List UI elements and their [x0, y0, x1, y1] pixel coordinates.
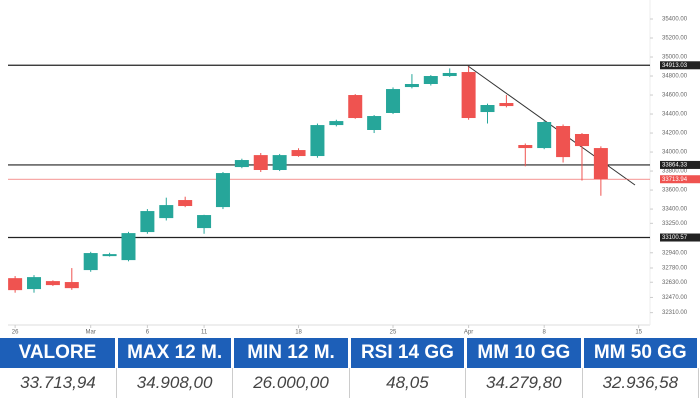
y-tick-label: 32630.00	[662, 280, 688, 286]
header-cell: RSI 14 GG	[349, 338, 468, 368]
candle-body	[386, 89, 401, 113]
candle-body	[556, 126, 571, 158]
candle-body	[197, 215, 212, 229]
y-tick-label: 34200.00	[662, 131, 688, 137]
candle-body	[404, 84, 419, 88]
x-tick-label: Apr	[464, 330, 473, 336]
y-tick-label: 34000.00	[662, 150, 688, 156]
x-tick-label: 11	[201, 330, 208, 336]
candle-body	[121, 233, 136, 261]
candle-body	[348, 95, 363, 119]
candle-body	[253, 155, 268, 171]
candle-body	[215, 173, 230, 208]
candle-body	[442, 72, 457, 77]
candle-body	[64, 282, 79, 289]
value-cell: 48,05	[349, 368, 467, 398]
summary-table: VALORE MAX 12 M. MIN 12 M. RSI 14 GG MM 10 G…	[0, 338, 700, 398]
price-label: 33713.94	[662, 177, 688, 183]
chart: 35400.00 35200.00 35000.00 34800.00 34600.00…	[8, 0, 700, 336]
candle-body	[461, 72, 476, 119]
candle-body	[423, 76, 438, 85]
candle-body	[593, 148, 608, 180]
y-tick-label: 32940.00	[662, 250, 688, 256]
header-cell: MM 10 GG	[465, 338, 584, 368]
y-tick-label: 34400.00	[662, 112, 688, 118]
x-tick-label: 25	[390, 330, 397, 336]
candle-body	[329, 121, 344, 126]
y-tick-label: 34800.00	[662, 74, 688, 80]
candle-body	[291, 150, 306, 157]
value-cell: 33.713,94	[0, 368, 117, 398]
y-tick-label: 33800.00	[662, 169, 688, 175]
candle-body	[367, 116, 382, 130]
candle-body	[83, 253, 98, 271]
price-label: 33864.33	[662, 163, 688, 169]
candle-body	[159, 205, 174, 219]
y-tick-label: 33250.00	[662, 221, 688, 227]
candle-body	[102, 254, 117, 257]
candle-body	[499, 103, 514, 107]
y-tick-label: 32310.00	[662, 310, 688, 316]
price-label: 34913.03	[662, 63, 688, 69]
candle-body	[574, 133, 589, 147]
candle-body	[45, 281, 60, 286]
header-row: VALORE MAX 12 M. MIN 12 M. RSI 14 GG MM 10 G…	[0, 338, 700, 368]
price-label-box	[660, 61, 700, 70]
y-tick-label: 35200.00	[662, 36, 688, 42]
value-cell: 34.279,80	[465, 368, 583, 398]
y-tick-label: 35400.00	[662, 17, 688, 23]
x-tick-label: 26	[12, 330, 19, 336]
y-tick-label: 32470.00	[662, 295, 688, 301]
candle-body	[27, 277, 42, 290]
candle-body	[272, 155, 287, 171]
header-cell: MM 50 GG	[582, 338, 700, 368]
header-cell: VALORE	[0, 338, 118, 368]
value-row: 33.713,94 34.908,00 26.000,00 48,05 34.279,8…	[0, 368, 700, 398]
x-tick-label: 8	[543, 330, 547, 336]
y-tick-label: 34600.00	[662, 93, 688, 99]
y-tick-label: 33400.00	[662, 207, 688, 213]
trend-line	[467, 65, 636, 186]
x-tick-label: Mar	[86, 330, 96, 336]
header-cell: MIN 12 M.	[232, 338, 351, 368]
price-label-box	[660, 175, 700, 184]
price-label-box	[660, 160, 700, 169]
value-cell: 32.936,58	[582, 368, 700, 398]
candle-body	[140, 211, 155, 233]
value-cell: 34.908,00	[116, 368, 234, 398]
header-cell: MAX 12 M.	[116, 338, 235, 368]
x-tick-label: 6	[146, 330, 150, 336]
x-tick-label: 18	[295, 330, 302, 336]
candle-body	[537, 122, 552, 149]
y-tick-label: 33600.00	[662, 188, 688, 194]
price-label-box	[660, 233, 700, 242]
candle-body	[178, 200, 193, 207]
y-tick-label: 32780.00	[662, 266, 688, 272]
candle-body	[480, 105, 495, 113]
candle-body	[310, 125, 325, 157]
candle-body	[234, 160, 249, 168]
y-tick-label: 35000.00	[662, 55, 688, 61]
price-label: 33100.57	[662, 235, 688, 241]
value-cell: 26.000,00	[232, 368, 350, 398]
candle-body	[518, 145, 533, 149]
candle-body	[8, 278, 23, 291]
x-tick-label: 15	[635, 330, 642, 336]
